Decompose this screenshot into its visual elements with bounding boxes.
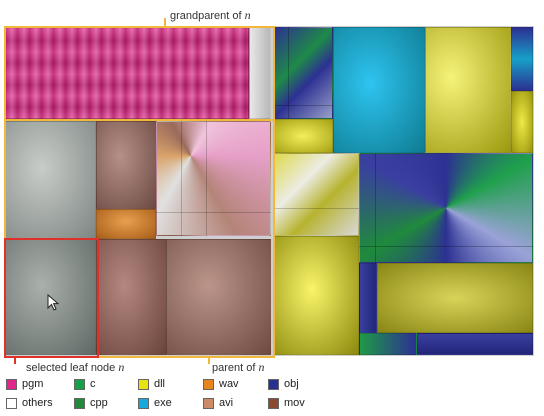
dll-mixed-block[interactable] (273, 153, 359, 236)
parent-var: n (258, 360, 265, 374)
legend-item: cpp (74, 397, 108, 409)
legend-item: others (6, 397, 53, 409)
legend-swatch (268, 397, 279, 409)
c-node-bottom[interactable] (359, 333, 417, 355)
pgm-cluster-rows (5, 27, 249, 119)
legend-swatch (203, 378, 214, 390)
legend-label: pgm (22, 378, 44, 390)
legend-swatch (74, 397, 85, 409)
legend-item: exe (138, 397, 172, 409)
mov-node-c[interactable] (166, 239, 271, 355)
legend-label: dll (154, 378, 166, 390)
dll-strip-right[interactable] (511, 91, 533, 153)
pgm-cluster[interactable] (5, 27, 249, 119)
small-tiles[interactable] (156, 121, 271, 236)
dll-node-top[interactable] (425, 27, 511, 153)
obj-node-bottom-right[interactable] (417, 333, 533, 355)
parent-annotation: parent of n (212, 360, 264, 375)
legend-label: avi (219, 397, 234, 409)
legend-swatch (6, 397, 17, 409)
legend-label: wav (219, 378, 239, 390)
treemap (4, 26, 534, 358)
legend-item: mov (268, 397, 305, 409)
legend-swatch (138, 397, 149, 409)
obj-strip-right[interactable] (511, 27, 533, 91)
legend-swatch (6, 378, 17, 390)
selected-var: n (118, 360, 125, 374)
legend-label: exe (154, 397, 172, 409)
selected-leader (14, 356, 16, 364)
legend-item: pgm (6, 378, 43, 390)
legend-item: wav (203, 378, 239, 390)
legend-swatch (268, 378, 279, 390)
grandparent-annotation: grandparent of n (170, 8, 251, 23)
legend-label: mov (284, 397, 305, 409)
grandparent-label: grandparent of (170, 10, 242, 22)
mov-node-b[interactable] (96, 239, 166, 355)
parent-label: parent of (212, 362, 256, 374)
legend-label: c (90, 378, 96, 390)
legend-label: cpp (90, 397, 108, 409)
dll-large-node[interactable] (273, 236, 359, 355)
legend-item: avi (203, 397, 233, 409)
legend-item: c (74, 378, 96, 390)
cursor-icon (47, 294, 60, 311)
grandparent-leader (164, 18, 166, 27)
selected-outline (4, 238, 99, 358)
legend-swatch (203, 397, 214, 409)
mov-node-a[interactable] (96, 121, 156, 209)
legend-item: obj (268, 378, 299, 390)
wav-node-a[interactable] (96, 209, 156, 239)
parent-leader (208, 356, 210, 364)
gray-large-node[interactable] (5, 121, 96, 239)
legend-item: dll (138, 378, 165, 390)
obj-cluster-top[interactable] (273, 27, 333, 119)
grandparent-var: n (244, 8, 251, 22)
selected-label: selected leaf node (26, 362, 116, 374)
selected-annotation: selected leaf node n (26, 360, 124, 375)
legend-swatch (138, 378, 149, 390)
legend-label: others (22, 397, 53, 409)
dll-node-bottom[interactable] (377, 263, 533, 333)
legend-label: obj (284, 378, 299, 390)
dll-node-small[interactable] (273, 119, 333, 153)
exe-node[interactable] (333, 27, 425, 153)
obj-mixed-block[interactable] (359, 153, 533, 263)
legend-swatch (74, 378, 85, 390)
